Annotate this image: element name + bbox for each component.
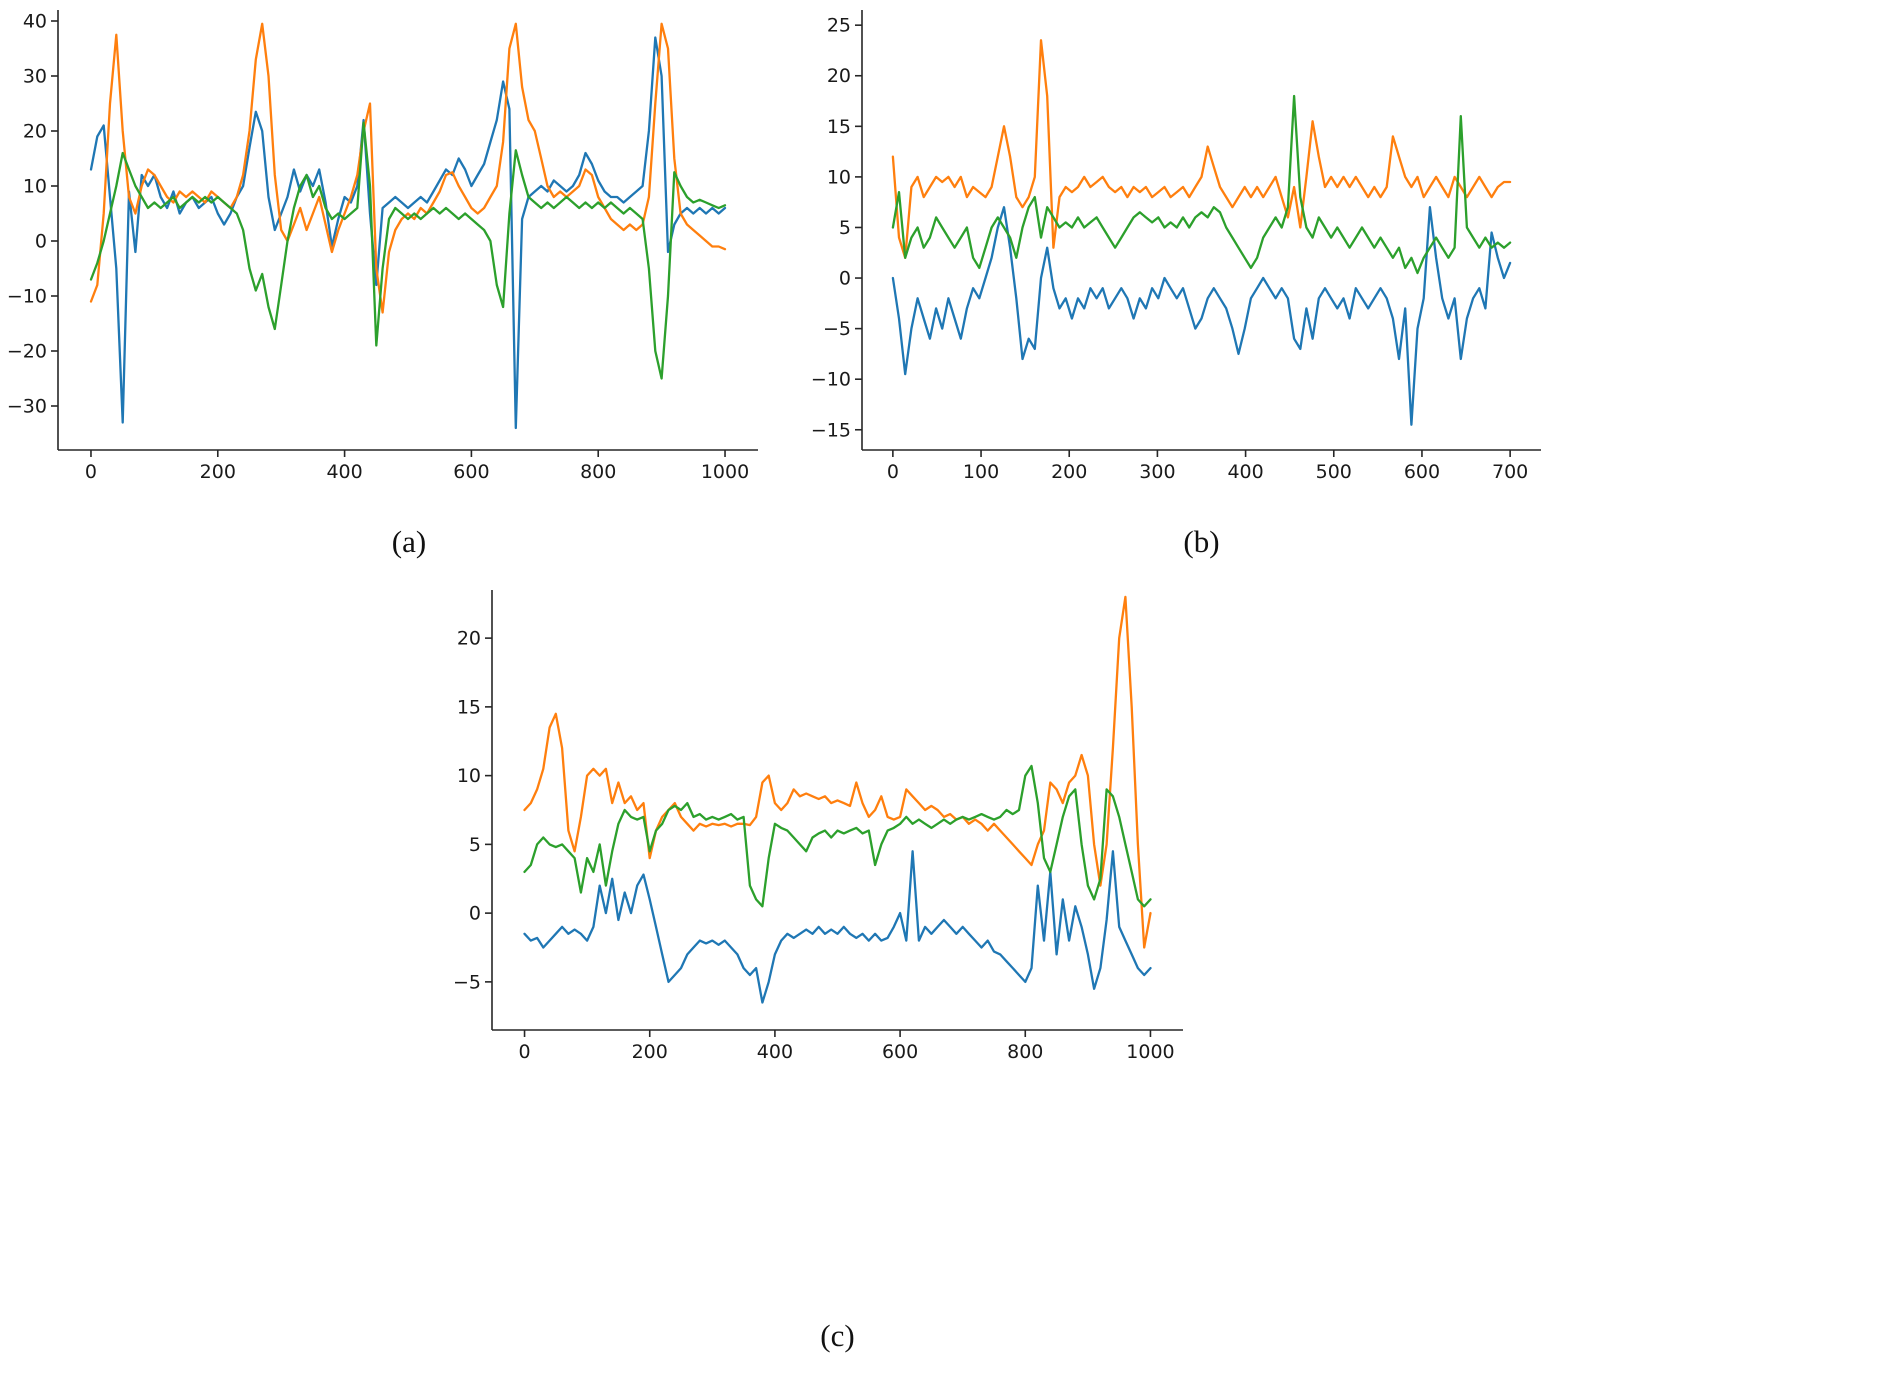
x-tick-label: 400 xyxy=(1227,461,1263,483)
y-tick-label: −20 xyxy=(8,341,47,363)
x-tick-label: 600 xyxy=(882,1041,918,1063)
y-tick-label: −30 xyxy=(8,396,47,418)
x-tick-label: 200 xyxy=(632,1041,668,1063)
y-tick-label: 40 xyxy=(23,11,47,33)
series-line-orange xyxy=(891,39,1512,259)
y-tick-label: 20 xyxy=(457,628,481,650)
y-tick-label: 5 xyxy=(839,217,851,239)
y-tick-label: 15 xyxy=(457,696,481,718)
y-tick-label: 0 xyxy=(35,231,47,253)
x-tick-label: 200 xyxy=(1051,461,1087,483)
x-tick-label: 400 xyxy=(326,461,362,483)
caption-a: (a) xyxy=(391,524,427,559)
x-tick-label: 300 xyxy=(1139,461,1175,483)
chart-a: 0 200 400 600 800 1000 −30 −20 −10 0 10 20 30 40 xyxy=(8,10,758,483)
series-line-orange xyxy=(89,22,727,314)
series-line-blue xyxy=(891,206,1512,426)
series-line-green xyxy=(523,764,1152,908)
y-tick-label: 15 xyxy=(827,116,851,138)
y-tick-label: −15 xyxy=(811,419,851,441)
y-tick-label: −10 xyxy=(811,369,851,391)
x-tick-label: 1000 xyxy=(1126,1041,1174,1063)
chart-a-panel: 0 200 400 600 800 1000 −30 −20 −10 0 10 20 30 40 xyxy=(8,2,768,487)
caption-c: (c) xyxy=(820,1318,855,1353)
x-tick-label: 800 xyxy=(1007,1041,1043,1063)
y-tick-label: 0 xyxy=(469,903,481,925)
x-tick-label: 0 xyxy=(519,1041,531,1063)
series-line-orange xyxy=(523,595,1152,949)
y-tick-label: 10 xyxy=(457,765,481,787)
x-tick-label: 800 xyxy=(580,461,616,483)
chart-b-panel: 0 100 200 300 400 500 600 700 −15 −10 −5 0 5 10 15 20 25 xyxy=(808,2,1553,487)
chart-c-panel: 0 200 400 600 800 1000 −5 0 5 10 15 20 xyxy=(440,582,1195,1067)
y-tick-label: 20 xyxy=(23,121,47,143)
y-tick-label: 25 xyxy=(827,15,851,37)
y-tick-label: −5 xyxy=(823,318,851,340)
x-tick-label: 400 xyxy=(757,1041,793,1063)
y-tick-label: 10 xyxy=(23,176,47,198)
y-tick-label: −5 xyxy=(453,971,481,993)
caption-b: (b) xyxy=(1183,524,1220,559)
chart-b: 0 100 200 300 400 500 600 700 −15 −10 −5 0 5 10 15 20 25 xyxy=(811,10,1541,483)
x-tick-label: 1000 xyxy=(701,461,749,483)
y-tick-label: 30 xyxy=(23,66,47,88)
y-tick-label: 0 xyxy=(839,268,851,290)
series-line-blue xyxy=(523,850,1152,1004)
x-tick-label: 200 xyxy=(200,461,236,483)
series-line-blue xyxy=(89,36,727,430)
x-tick-label: 100 xyxy=(963,461,999,483)
chart-c: 0 200 400 600 800 1000 −5 0 5 10 15 20 xyxy=(453,590,1183,1063)
y-tick-label: −10 xyxy=(8,286,47,308)
series-line-green xyxy=(891,94,1512,275)
x-tick-label: 600 xyxy=(1404,461,1440,483)
x-tick-label: 700 xyxy=(1492,461,1528,483)
x-tick-label: 0 xyxy=(85,461,97,483)
series-line-green xyxy=(89,121,727,380)
x-tick-label: 500 xyxy=(1316,461,1352,483)
y-tick-label: 5 xyxy=(469,834,481,856)
x-tick-label: 0 xyxy=(887,461,899,483)
x-tick-label: 600 xyxy=(453,461,489,483)
y-tick-label: 10 xyxy=(827,166,851,188)
y-tick-label: 20 xyxy=(827,65,851,87)
